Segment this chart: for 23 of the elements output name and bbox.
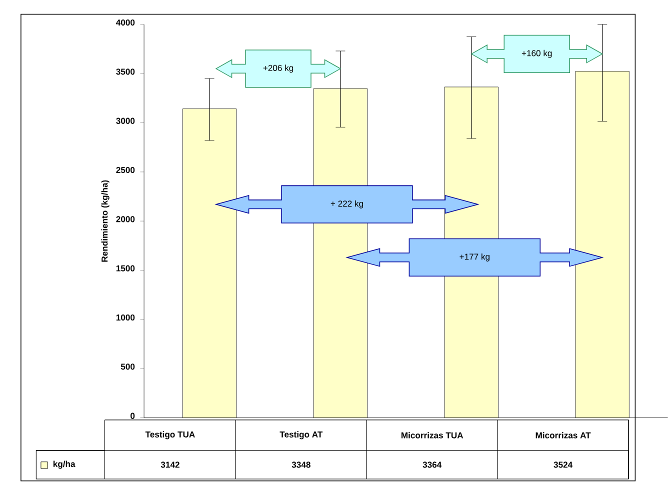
y-tick-label: 1500 [116, 266, 135, 272]
data-label: 3142 [160, 462, 180, 468]
y-tick-label: 3500 [116, 68, 135, 75]
x-tick-label: Micorrizas TUA [401, 432, 464, 439]
data-label: 3364 [422, 462, 442, 468]
y-tick-label: 4000 [116, 20, 135, 26]
y-tick-label: 0 [130, 413, 135, 420]
data-label: 3524 [554, 462, 573, 468]
y-tick-label: 2500 [116, 167, 135, 174]
legend-label: kg/ha [53, 460, 76, 469]
annotation: +177 kg [460, 254, 490, 262]
y-axis-title: Rendimiento (kg/ha) [101, 180, 110, 262]
y-tick-label: 1000 [116, 314, 135, 321]
annotation: +160 kg [522, 50, 552, 58]
y-tick-label: 3000 [116, 118, 135, 124]
x-tick-label: Testigo AT [280, 431, 323, 440]
x-tick-label: Testigo TUA [145, 431, 195, 440]
y-tick-label: 500 [120, 364, 135, 370]
x-tick-label: Micorrizas AT [536, 432, 591, 439]
data-label: 3348 [292, 462, 310, 468]
y-tick-label: 2000 [116, 216, 135, 222]
annotation: + 222 kg [330, 200, 363, 209]
annotation: +206 kg [263, 64, 294, 73]
